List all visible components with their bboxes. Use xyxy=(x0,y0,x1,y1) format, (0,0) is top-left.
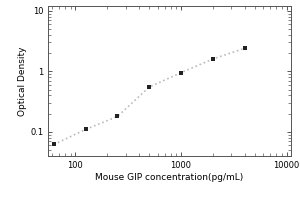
Point xyxy=(210,57,215,61)
Point xyxy=(147,85,152,89)
Point xyxy=(83,128,88,131)
Point xyxy=(178,71,183,74)
Y-axis label: Optical Density: Optical Density xyxy=(18,46,27,116)
Point xyxy=(242,47,247,50)
Point xyxy=(115,115,120,118)
X-axis label: Mouse GIP concentration(pg/mL): Mouse GIP concentration(pg/mL) xyxy=(95,173,244,182)
Point xyxy=(52,143,56,146)
